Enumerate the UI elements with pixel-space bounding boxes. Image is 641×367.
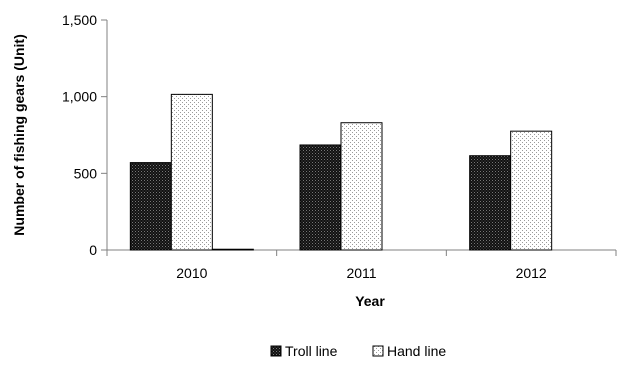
bars — [129, 93, 553, 251]
bar-hand-line-2012 — [510, 130, 553, 251]
y-axis-title: Number of fishing gears (Unit) — [11, 34, 27, 235]
y-tick-label: 500 — [74, 165, 98, 181]
legend: Troll line Hand line — [270, 343, 446, 359]
x-tick-label: 2012 — [516, 265, 547, 281]
legend-swatch — [372, 345, 384, 357]
legend-swatch — [270, 345, 282, 357]
x-tick-label: 2011 — [346, 265, 376, 281]
y-tick-label: 1,500 — [62, 12, 97, 28]
x-tick-label: 2010 — [176, 265, 207, 281]
y-tick-label: 0 — [89, 242, 97, 258]
bar-troll-line-2010 — [129, 162, 172, 251]
bar-hand-line-2010 — [170, 93, 213, 251]
x-axis-title: Year — [355, 293, 385, 309]
legend-label: Troll line — [285, 343, 338, 359]
bar-series-3-2010 — [211, 248, 254, 251]
y-axis: 0 500 1,000 1,500 — [62, 12, 108, 258]
bar-hand-line-2011 — [340, 122, 383, 251]
bar-troll-line-2011 — [299, 144, 342, 251]
legend-label: Hand line — [387, 343, 446, 359]
bar-troll-line-2012 — [469, 155, 512, 251]
x-axis: 2010 2011 2012 — [106, 249, 617, 281]
y-tick-label: 1,000 — [62, 89, 97, 105]
